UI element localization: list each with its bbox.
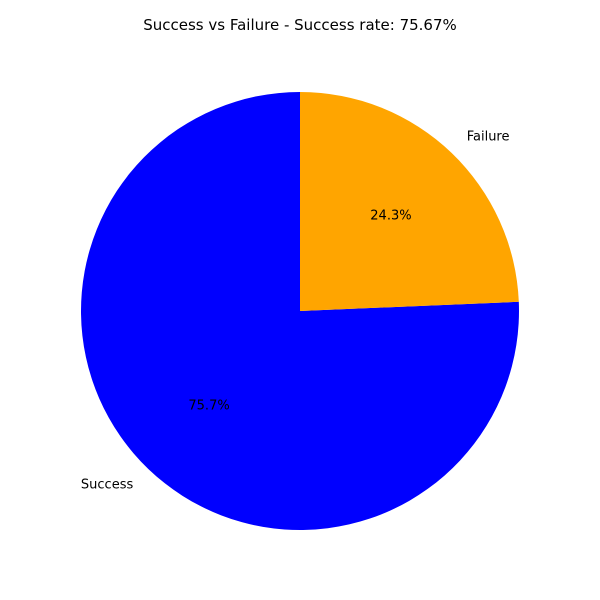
slice-label-success: Success bbox=[81, 477, 134, 492]
pie-slices bbox=[80, 91, 519, 530]
pie-slice-failure bbox=[300, 91, 519, 312]
pie-labels: Success 75.7% Failure 24.3% bbox=[81, 130, 510, 493]
slice-label-failure: Failure bbox=[467, 130, 510, 145]
slice-pct-failure: 24.3% bbox=[370, 209, 411, 224]
chart-title: Success vs Failure - Success rate: 75.67… bbox=[143, 16, 457, 34]
slice-pct-success: 75.7% bbox=[188, 398, 229, 413]
